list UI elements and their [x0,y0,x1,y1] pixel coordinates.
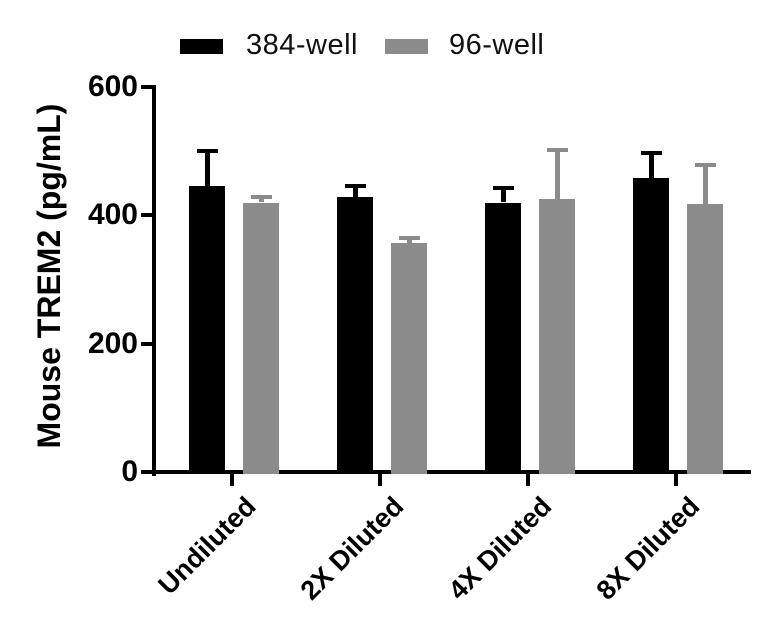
error-bar-stem [352,186,358,198]
x-category-label: Undiluted [151,491,262,601]
error-bar-stem [702,164,708,204]
error-bar-cap [546,147,568,152]
error-bar-stem [204,151,210,187]
error-bar-cap [694,162,716,167]
error-bar-stem [648,153,654,179]
x-category-label: 2X Diluted [294,491,410,606]
x-category-label: 4X Diluted [442,491,558,606]
error-bar-stem [500,188,506,203]
legend-swatch-384-well [180,39,223,54]
error-bar-cap [398,236,420,241]
x-axis-tick [378,473,382,486]
error-bar-cap [492,186,514,191]
y-axis-tick [141,85,154,89]
y-tick-label: 200 [87,326,138,360]
x-category-label: 8X Diluted [590,491,706,606]
bar-96-well-8x-diluted [687,203,723,474]
x-axis-tick [674,473,678,486]
error-bar-cap [344,184,366,189]
error-bar-stem [406,238,412,243]
bar-384-well-undiluted [189,186,225,474]
y-axis-tick [141,213,154,218]
x-axis-tick [526,473,530,486]
y-tick-label: 0 [121,455,138,488]
bar-96-well-undiluted [243,202,279,474]
y-axis-line [152,85,156,476]
y-tick-label: 400 [87,198,138,232]
y-tick-label: 600 [87,70,138,103]
error-bar-cap [640,151,662,156]
error-bar-stem [554,149,560,200]
y-axis-tick [141,470,154,474]
bar-96-well-2x-diluted [391,242,427,474]
y-axis-tick [141,341,154,346]
legend-label-96-well: 96-well [449,29,545,61]
x-axis-tick [230,473,234,486]
bar-384-well-2x-diluted [337,197,373,474]
x-axis-line [152,470,751,474]
legend-swatch-96-well [385,39,428,54]
error-bar-stem [258,196,264,203]
bar-384-well-8x-diluted [633,178,669,474]
error-bar-cap [250,194,272,199]
legend-label-384-well: 384-well [246,29,358,61]
bar-96-well-4x-diluted [539,199,575,474]
error-bar-cap [196,149,218,154]
bar-384-well-4x-diluted [485,202,521,474]
